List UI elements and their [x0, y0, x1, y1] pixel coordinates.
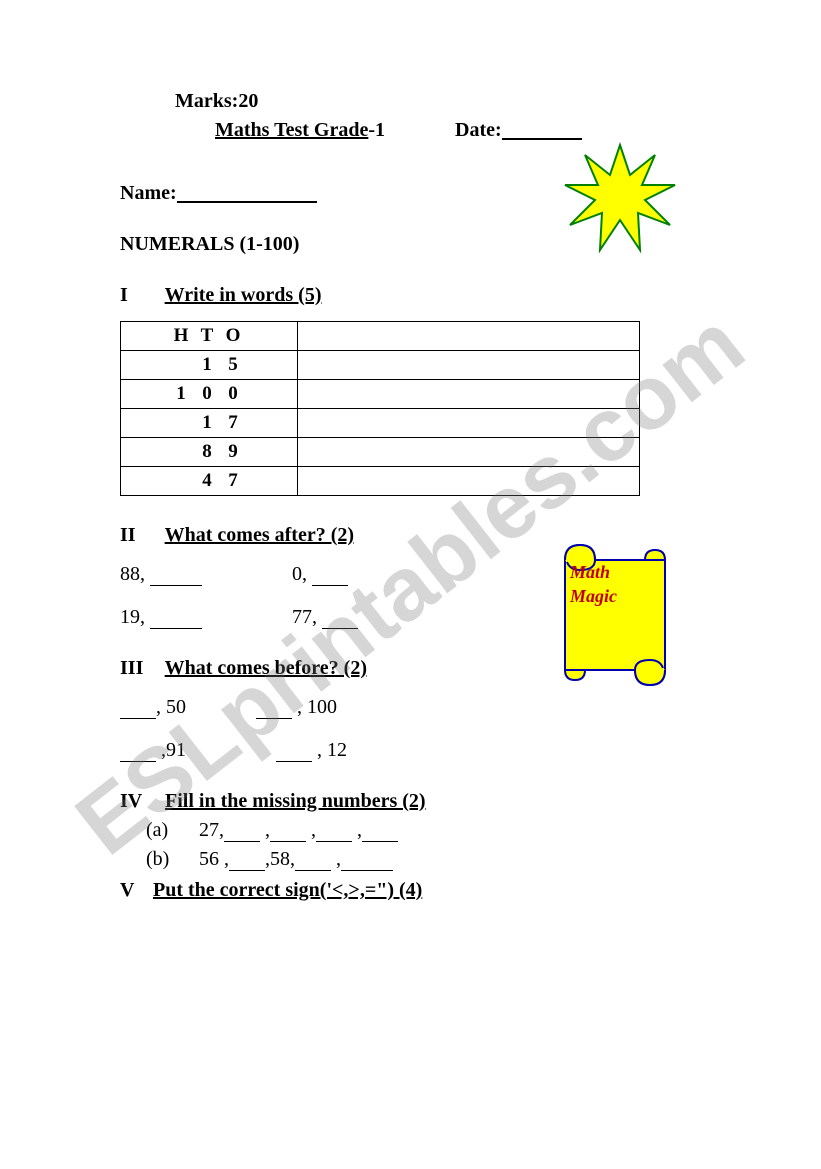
- blank[interactable]: [312, 585, 348, 586]
- q4-item-b: (b) 56 ,,58, ,: [146, 848, 761, 871]
- name-label: Name:: [120, 182, 177, 204]
- q1-roman: I: [120, 284, 160, 307]
- blank[interactable]: [150, 628, 202, 629]
- table-row: 89: [121, 438, 640, 467]
- hto-table: HTO 15 100 17 89: [120, 321, 640, 496]
- q3-line-2: ,91 , 12: [120, 739, 761, 762]
- scroll-text: Math Magic: [570, 560, 617, 608]
- table-row: HTO: [121, 322, 640, 351]
- q1-heading: I Write in words (5): [120, 284, 761, 307]
- q4-heading: IV Fill in the missing numbers (2): [120, 790, 761, 813]
- blank[interactable]: [341, 870, 393, 871]
- table-row: 17: [121, 409, 640, 438]
- number-cell: 47: [121, 467, 298, 496]
- q4-item-a: (a) 27, , , ,: [146, 819, 761, 842]
- answer-cell[interactable]: [298, 380, 640, 409]
- number-cell: 17: [121, 409, 298, 438]
- answer-cell[interactable]: [298, 322, 640, 351]
- answer-cell[interactable]: [298, 351, 640, 380]
- table-row: 47: [121, 467, 640, 496]
- q3-line-1: , 50 , 100: [120, 696, 761, 719]
- blank[interactable]: [276, 761, 312, 762]
- q1-title: Write in words (5): [165, 284, 322, 306]
- blank[interactable]: [322, 628, 358, 629]
- q3-title: What comes before? (2): [165, 657, 367, 679]
- date-label: Date:: [455, 119, 502, 141]
- q4-title: Fill in the missing numbers (2): [165, 790, 426, 812]
- star-icon: [560, 140, 680, 265]
- blank[interactable]: [316, 841, 352, 842]
- blank[interactable]: [120, 761, 156, 762]
- title-underlined: Maths Test Grade: [215, 119, 368, 141]
- worksheet-page: Marks:20 Maths Test Grade-1 Date: Name: …: [0, 0, 821, 942]
- number-cell: 15: [121, 351, 298, 380]
- marks-label: Marks:20: [175, 90, 761, 113]
- blank[interactable]: [295, 870, 331, 871]
- blank[interactable]: [150, 585, 202, 586]
- q2-roman: II: [120, 524, 160, 547]
- q5-title: Put the correct sign('<,>,=") (4): [153, 879, 422, 901]
- q2-title: What comes after? (2): [165, 524, 354, 546]
- blank[interactable]: [224, 841, 260, 842]
- table-row: 100: [121, 380, 640, 409]
- blank[interactable]: [256, 718, 292, 719]
- q5-heading: V Put the correct sign('<,>,=") (4): [120, 879, 761, 902]
- number-cell: 89: [121, 438, 298, 467]
- blank[interactable]: [270, 841, 306, 842]
- q5-roman: V: [120, 879, 148, 902]
- title-suffix: -1: [368, 119, 385, 141]
- blank[interactable]: [229, 870, 265, 871]
- q4-roman: IV: [120, 790, 160, 813]
- blank[interactable]: [120, 718, 156, 719]
- table-row: 15: [121, 351, 640, 380]
- name-blank[interactable]: [177, 201, 317, 203]
- hto-header-cell: HTO: [121, 322, 298, 351]
- q3-roman: III: [120, 657, 160, 680]
- answer-cell[interactable]: [298, 409, 640, 438]
- title-row: Maths Test Grade-1 Date:: [215, 119, 761, 142]
- number-cell: 100: [121, 380, 298, 409]
- answer-cell[interactable]: [298, 467, 640, 496]
- blank[interactable]: [362, 841, 398, 842]
- answer-cell[interactable]: [298, 438, 640, 467]
